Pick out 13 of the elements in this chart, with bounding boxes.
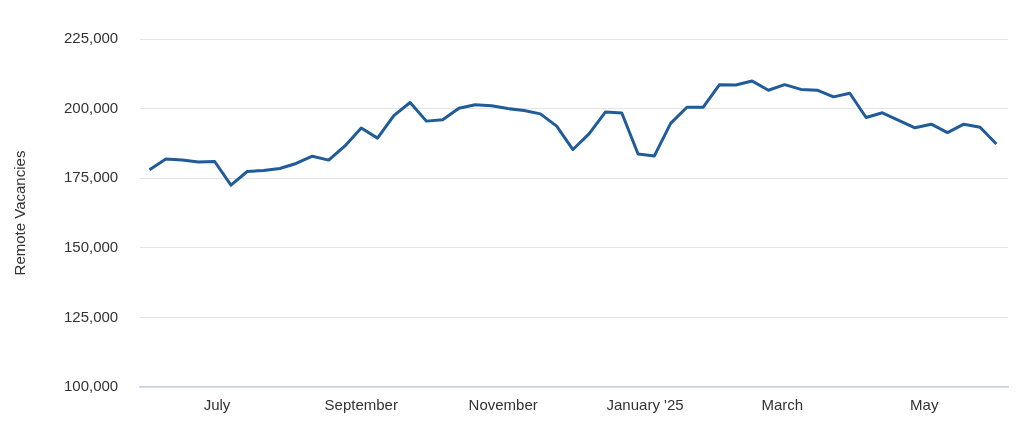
x-tick-label: September (324, 396, 398, 414)
y-tick-label: 200,000 (63, 98, 119, 116)
y-tick-label: 125,000 (63, 307, 119, 325)
y-tick-label: 175,000 (63, 168, 119, 186)
x-tick-label: July (203, 396, 231, 414)
y-tick-label: 100,000 (63, 377, 119, 395)
y-tick-label: 150,000 (63, 237, 119, 255)
y-tick-label: 225,000 (63, 29, 119, 47)
x-tick-label: March (761, 396, 804, 414)
x-tick-label: November (468, 396, 538, 414)
y-axis-title: Remote Vacancies (11, 150, 29, 276)
x-tick-label: January '25 (606, 396, 684, 414)
x-tick-label: May (910, 396, 939, 414)
